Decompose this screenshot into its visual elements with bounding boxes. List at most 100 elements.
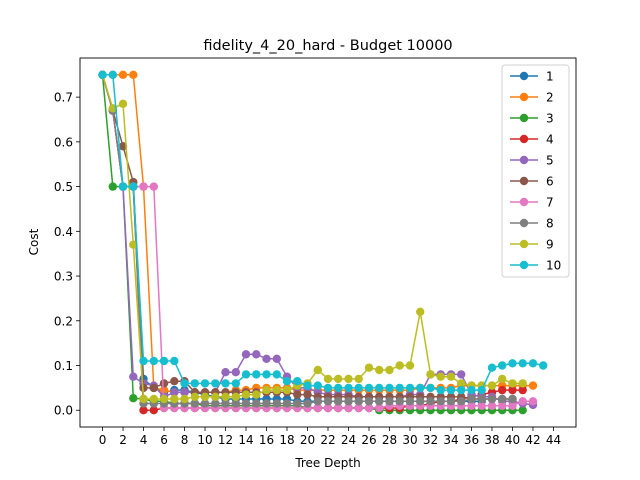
legend-label: 9 [546, 238, 554, 252]
x-tick-label: 32 [423, 433, 438, 447]
legend-swatch-marker [519, 176, 529, 186]
data-point [518, 379, 527, 388]
data-point [364, 363, 374, 372]
x-tick-label: 38 [484, 433, 499, 447]
x-tick-label: 30 [402, 433, 417, 447]
data-point [313, 365, 322, 375]
legend-label: 2 [546, 91, 554, 105]
data-point [487, 394, 497, 404]
data-point [375, 383, 384, 393]
legend-label: 10 [546, 259, 561, 273]
series-line [101, 74, 534, 406]
x-tick-label: 12 [218, 433, 233, 447]
y-tick-label: 0.7 [54, 91, 73, 105]
data-point [252, 399, 261, 408]
data-point [108, 182, 118, 191]
x-tick-label: 16 [259, 433, 274, 447]
data-point [385, 365, 394, 375]
y-tick-label: 0.5 [54, 180, 73, 194]
data-point [518, 359, 527, 368]
data-point [416, 383, 425, 393]
series-line [102, 74, 544, 391]
x-tick-label: 28 [382, 433, 397, 447]
data-point [508, 379, 517, 388]
data-point [539, 361, 548, 370]
data-point [303, 399, 312, 408]
data-point [395, 383, 404, 393]
data-point [252, 350, 261, 359]
data-point [272, 354, 281, 363]
data-point [508, 359, 517, 368]
data-point [293, 390, 302, 399]
data-point [375, 403, 384, 413]
data-point [323, 397, 333, 406]
data-point [467, 394, 476, 404]
series-layer [98, 70, 548, 415]
x-tick-label: 34 [443, 433, 458, 447]
data-point [323, 374, 333, 384]
series-line [102, 74, 533, 394]
data-point [334, 383, 343, 393]
data-point [477, 385, 486, 395]
data-point [354, 374, 363, 384]
x-tick-label: 40 [505, 433, 520, 447]
data-point [252, 370, 261, 379]
series-line [101, 74, 523, 400]
data-point [190, 392, 199, 401]
legend-label: 4 [546, 133, 554, 147]
data-point [416, 307, 425, 316]
data-point [272, 370, 281, 379]
data-point [241, 350, 251, 359]
x-tick-label: 20 [300, 433, 315, 447]
data-point [200, 399, 210, 408]
data-point [334, 397, 343, 406]
x-tick-label: 18 [279, 433, 294, 447]
data-point [498, 394, 507, 404]
data-point [436, 397, 445, 406]
data-point [149, 356, 158, 366]
data-point [170, 377, 179, 386]
data-point [508, 401, 517, 410]
data-point [405, 361, 415, 370]
data-point [262, 399, 271, 408]
legend-swatch-marker [519, 197, 529, 207]
legend-label: 6 [546, 175, 554, 189]
data-point [364, 397, 374, 406]
legend-swatch-marker [519, 71, 529, 81]
data-point [498, 385, 507, 395]
data-point [375, 397, 384, 406]
data-point [149, 182, 158, 191]
data-point [395, 361, 404, 370]
legend-swatch-marker [519, 260, 529, 270]
data-point [528, 381, 538, 390]
x-tick-label: 2 [119, 433, 127, 447]
data-point [364, 403, 374, 413]
data-point [231, 379, 240, 388]
data-point [498, 401, 507, 410]
x-axis-ticks: 0 2 4 6 8 10 12 14 16 18 20 22 24 26 28 30 32 34 36 38 40 42 4… [99, 427, 561, 447]
data-point [457, 397, 466, 406]
data-point [129, 372, 138, 381]
x-tick-label: 36 [464, 433, 479, 447]
data-point [313, 403, 322, 413]
data-point [159, 385, 169, 395]
data-point [293, 377, 302, 386]
series-9 [98, 70, 527, 404]
data-point [344, 397, 353, 406]
data-point [334, 403, 343, 413]
data-point [159, 356, 169, 366]
legend-swatch-marker [519, 218, 529, 228]
y-tick-label: 0.2 [54, 314, 73, 328]
x-tick-label: 24 [341, 433, 356, 447]
data-point [221, 368, 230, 377]
data-point [323, 403, 333, 413]
data-point [313, 397, 322, 406]
y-tick-label: 0.6 [54, 135, 73, 149]
chart-title: fidelity_4_20_hard - Budget 10000 [203, 38, 452, 54]
legend-swatch-marker [519, 155, 529, 165]
data-point [149, 383, 158, 393]
data-point [498, 361, 507, 370]
data-point [446, 372, 456, 381]
data-point [518, 385, 527, 395]
data-point [98, 70, 107, 80]
